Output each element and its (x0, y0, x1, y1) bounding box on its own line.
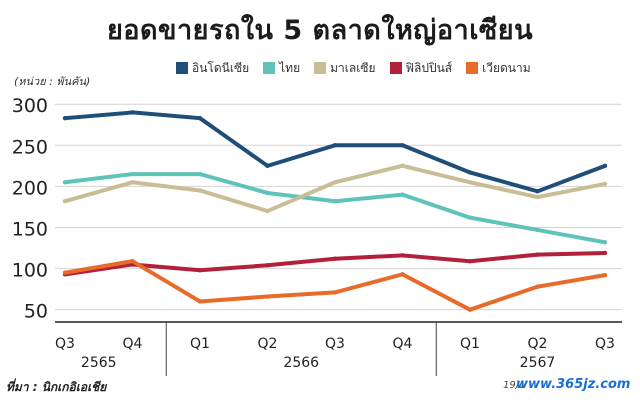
data-point (602, 240, 608, 245)
y-tick-label: 150 (12, 218, 48, 240)
legend-swatch (389, 62, 402, 74)
x-tick-label: Q2 (258, 336, 278, 352)
data-point (400, 253, 405, 258)
data-point (467, 258, 473, 264)
legend-label: เวียดนาม (482, 60, 531, 75)
data-point (602, 163, 608, 169)
data-point (265, 208, 270, 214)
x-tick-label: Q3 (325, 336, 345, 352)
legend-item: ไทย (263, 59, 300, 78)
legend-label: มาเลเซีย (330, 60, 376, 75)
data-point (265, 190, 270, 196)
data-point (197, 299, 203, 304)
data-point (265, 163, 270, 169)
legend-item: อินโดนีเซีย (176, 59, 249, 78)
unit-label: (หน่วย : พันคัน) (14, 75, 91, 88)
x-tick-label: Q2 (528, 336, 548, 352)
data-point (602, 272, 608, 278)
data-point (400, 192, 405, 197)
data-point (400, 272, 405, 277)
data-point (197, 188, 203, 193)
data-point (467, 170, 473, 175)
y-tick-label: 250 (12, 136, 48, 158)
data-point (197, 171, 203, 177)
year-label: 2565 (81, 355, 117, 371)
source-text: ที่มา : นิกเกอิเอเชีย (6, 380, 107, 394)
data-point (265, 294, 270, 299)
legend-swatch (263, 62, 276, 74)
legend-item: มาเลเซีย (314, 59, 376, 78)
y-tick-label: 50 (24, 301, 48, 323)
x-tick-label: Q1 (190, 336, 210, 352)
data-point (332, 256, 338, 261)
legend: อินโดนีเซีย ไทย มาเลเซีย ฟิลิปปินส์ เวียดนาม (176, 59, 531, 77)
data-point (602, 250, 608, 256)
data-point (400, 163, 405, 169)
data-point (62, 198, 68, 204)
data-point (400, 143, 405, 148)
data-point (332, 180, 338, 185)
legend-label: ฟิลิปปินส์ (405, 60, 453, 75)
data-point (467, 307, 473, 312)
data-point (332, 198, 338, 204)
y-tick-label: 100 (12, 260, 48, 282)
watermark: www.365jz.com (516, 377, 631, 392)
date-text: 19/1 (503, 380, 526, 391)
data-point (130, 180, 135, 185)
data-point (130, 258, 135, 264)
y-tick-label: 300 (12, 95, 48, 117)
data-point (62, 180, 68, 185)
legend-swatch (466, 62, 479, 74)
data-point (130, 171, 135, 177)
y-tick-label: 200 (12, 177, 48, 199)
data-point (535, 284, 540, 289)
grid-layer: 50 100 150 200 250 300 (12, 95, 622, 323)
year-label: 2566 (283, 355, 319, 371)
data-point (62, 115, 68, 121)
data-point (535, 194, 540, 200)
data-point (535, 189, 540, 194)
data-point (332, 290, 338, 295)
series-line (64, 110, 606, 194)
data-point (467, 180, 473, 185)
data-point (130, 110, 135, 115)
legend-swatch (176, 62, 188, 74)
x-tick-label: Q4 (123, 336, 143, 352)
legend-item: เวียดนาม (466, 59, 531, 78)
legend-label: ไทย (279, 60, 301, 75)
data-point (535, 227, 540, 233)
chart-title: ยอดขายรถใน 5 ตลาดใหญ่อาเซียน (106, 15, 534, 46)
series-layer (62, 110, 608, 312)
x-tick-label: Q4 (393, 336, 413, 352)
data-point (197, 115, 203, 121)
axis-layer: Q3 Q4 Q1 Q2 Q3 Q4 Q1 Q2 Q3 2565 2566 2567 (55, 321, 622, 376)
legend-swatch (314, 62, 327, 74)
year-label: 2567 (520, 355, 556, 371)
data-point (467, 215, 473, 220)
data-point (602, 181, 608, 187)
x-tick-label: Q1 (460, 336, 480, 352)
legend-item: ฟิลิปปินส์ (389, 59, 453, 78)
x-tick-label: Q3 (595, 336, 615, 352)
data-point (197, 268, 203, 273)
legend-label: อินโดนีเซีย (192, 60, 250, 75)
data-point (62, 270, 68, 275)
data-point (265, 263, 270, 268)
x-tick-label: Q3 (55, 336, 75, 352)
data-point (535, 252, 540, 257)
data-point (332, 143, 338, 148)
